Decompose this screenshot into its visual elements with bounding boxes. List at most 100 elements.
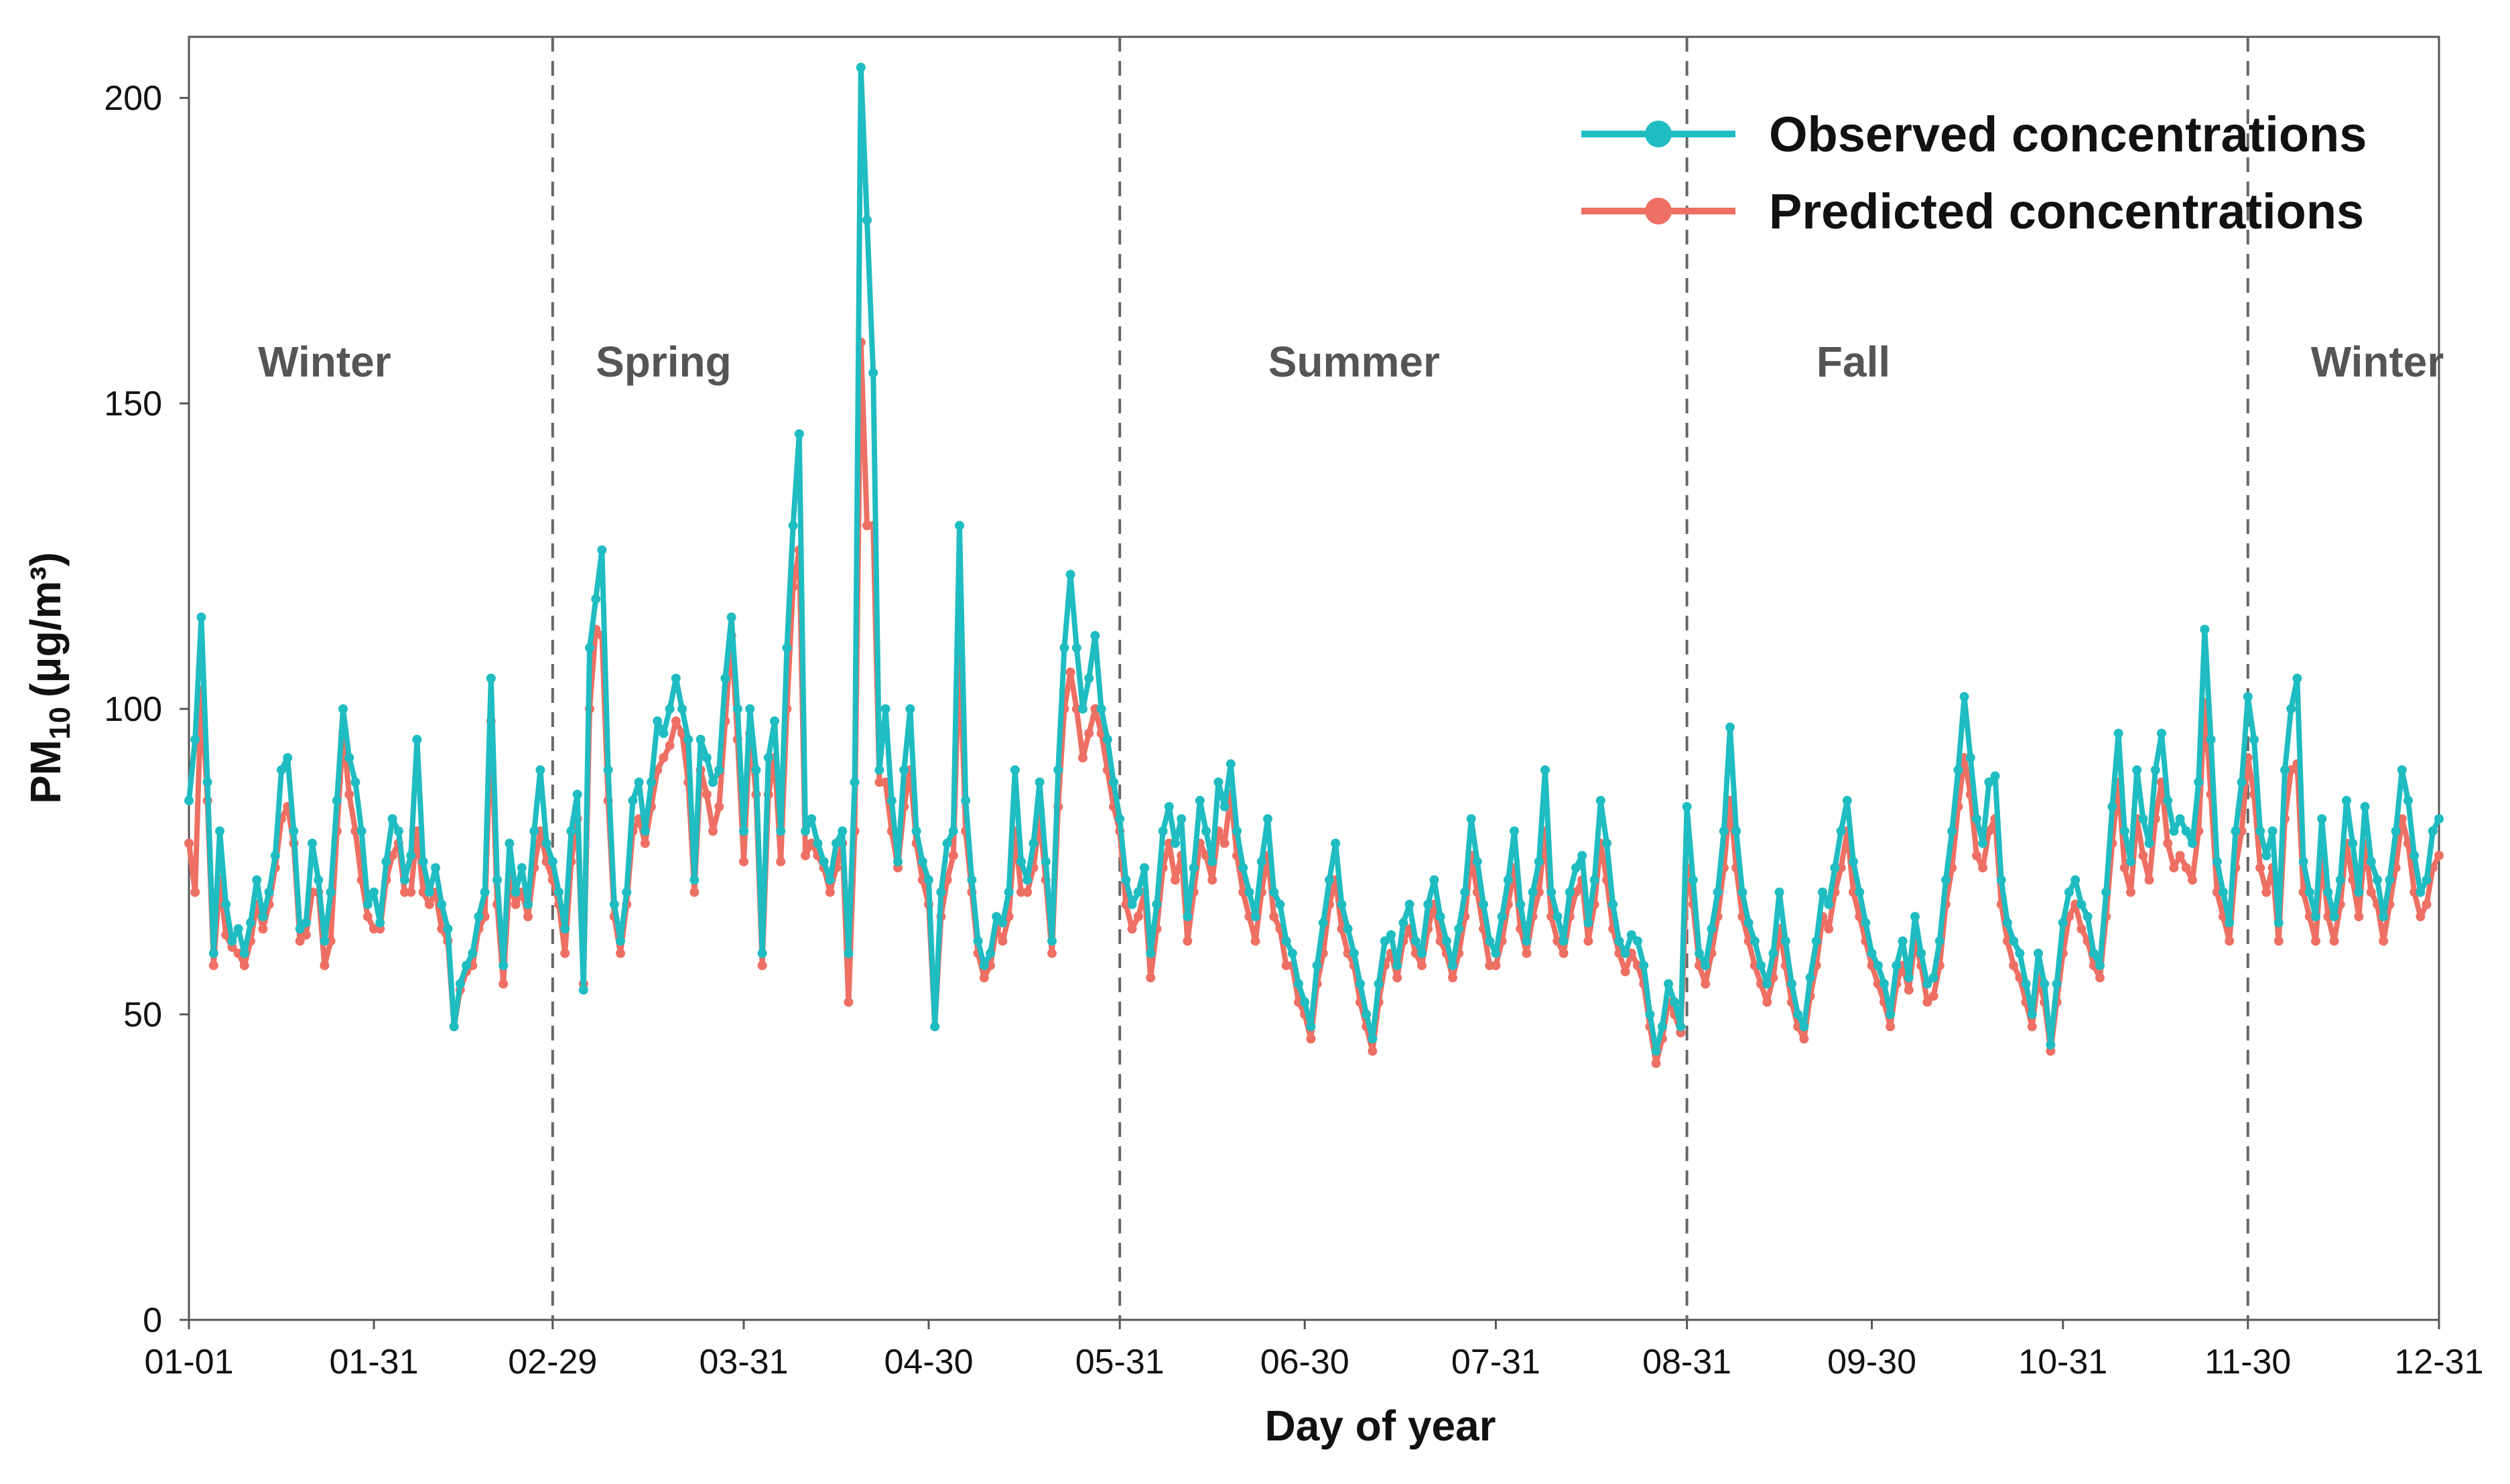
predicted-point (948, 851, 958, 860)
observed-point (868, 368, 878, 378)
observed-point (677, 704, 687, 714)
predicted-point (2181, 863, 2191, 873)
legend-observed-marker (1645, 121, 1672, 147)
observed-point (1256, 857, 1266, 867)
observed-point (653, 716, 663, 726)
x-tick-label: 08-31 (1642, 1343, 1731, 1381)
predicted-point (1583, 936, 1593, 946)
predicted-point (1928, 991, 1938, 1001)
observed-point (1682, 802, 1692, 811)
observed-point (886, 795, 897, 805)
observed-point (1429, 875, 1439, 885)
observed-point (2144, 838, 2154, 848)
observed-point (1959, 691, 1969, 701)
x-tick-label: 05-31 (1075, 1343, 1165, 1381)
predicted-point (1047, 948, 1057, 958)
observed-point (252, 875, 262, 885)
x-tick-label: 03-31 (700, 1343, 789, 1381)
predicted-point (1250, 936, 1260, 946)
observed-point (1331, 838, 1341, 848)
predicted-point (825, 887, 835, 897)
observed-point (239, 948, 249, 958)
observed-point (1102, 734, 1112, 744)
observed-point (911, 826, 921, 836)
observed-point (838, 826, 848, 836)
predicted-point (2379, 936, 2389, 946)
observed-point (2132, 765, 2142, 775)
observed-point (1805, 973, 1815, 983)
predicted-point (1219, 838, 1230, 848)
observed-point (807, 814, 817, 824)
observed-point (1589, 875, 1599, 885)
observed-point (566, 826, 576, 836)
observed-point (1238, 863, 1248, 873)
predicted-point (2354, 912, 2364, 922)
predicted-point (2273, 936, 2284, 946)
observed-point (2095, 961, 2105, 971)
observed-point (905, 704, 915, 714)
observed-point (609, 899, 619, 909)
observed-point (2273, 918, 2284, 928)
x-axis: 01-01 01-31 02-29 03-31 04-30 05-31 06-30 07-31… (145, 1320, 2484, 1381)
predicted-point (2225, 936, 2235, 946)
observed-point (1707, 924, 1717, 934)
y-tick-label: 0 (143, 1301, 162, 1340)
observed-point (2292, 673, 2302, 683)
observed-point (1737, 887, 1747, 897)
observed-point (2261, 851, 2271, 860)
predicted-point (1022, 887, 1033, 897)
legend-predicted-label: Predicted concentrations (1769, 184, 2364, 239)
observed-point (1343, 924, 1353, 934)
observed-point (554, 887, 564, 897)
observed-point (2138, 814, 2148, 824)
observed-point (1312, 961, 1322, 971)
predicted-point (2188, 875, 2197, 885)
observed-point (375, 918, 385, 928)
predicted-point (1559, 948, 1569, 958)
season-labels: Winter Spring Summer Fall Winter (258, 338, 2444, 386)
season-label: Winter (258, 338, 391, 386)
predicted-point (1651, 1059, 1661, 1068)
observed-point (1016, 857, 1026, 867)
observed-point (1879, 979, 1889, 989)
observed-point (714, 765, 724, 775)
observed-point (437, 899, 447, 909)
observed-point (967, 875, 977, 885)
observed-point (973, 936, 983, 946)
observed-point (850, 777, 860, 787)
observed-point (880, 704, 890, 714)
predicted-point (406, 887, 416, 897)
observed-point (924, 875, 933, 885)
observed-point (1978, 838, 1988, 848)
observed-point (2021, 979, 2031, 989)
observed-point (474, 912, 484, 922)
observed-point (301, 918, 311, 928)
observed-point (2157, 728, 2166, 738)
predicted-point (1491, 961, 1501, 971)
observed-point (1861, 918, 1871, 928)
observed-point (208, 948, 218, 958)
observed-point (1152, 899, 1162, 909)
observed-point (979, 961, 989, 971)
observed-point (942, 838, 952, 848)
observed-point (1867, 948, 1877, 958)
observed-point (2175, 814, 2185, 824)
observed-point (2391, 826, 2401, 836)
observed-point (1269, 887, 1279, 897)
predicted-point (659, 753, 669, 762)
observed-point (634, 777, 644, 787)
observed-point (1090, 630, 1100, 640)
observed-point (1510, 826, 1519, 836)
predicted-point (362, 912, 373, 922)
observed-point (1818, 887, 1827, 897)
observed-point (2034, 948, 2043, 958)
predicted-point (1078, 753, 1087, 762)
observed-point (2212, 857, 2222, 867)
observed-point (572, 789, 582, 799)
observed-point (2416, 887, 2426, 897)
observed-point (499, 961, 509, 971)
observed-point (362, 899, 373, 909)
observed-point (2267, 826, 2277, 836)
predicted-point (671, 716, 681, 726)
observed-point (2237, 777, 2247, 787)
